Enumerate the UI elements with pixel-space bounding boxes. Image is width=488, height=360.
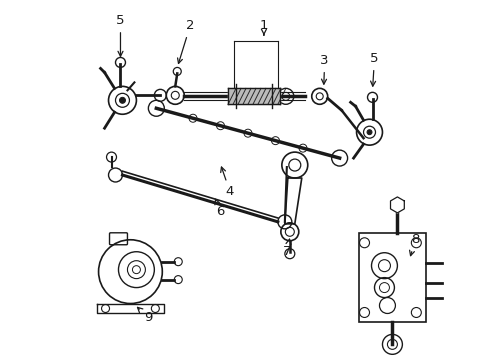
Text: 8: 8	[409, 233, 419, 256]
Text: 1: 1	[259, 19, 267, 35]
Text: 7: 7	[282, 239, 290, 258]
Polygon shape	[285, 178, 301, 224]
Text: 2: 2	[177, 19, 194, 63]
Text: 9: 9	[137, 307, 152, 324]
Text: 5: 5	[116, 14, 124, 56]
Text: 5: 5	[369, 52, 378, 86]
Circle shape	[366, 130, 371, 135]
Polygon shape	[390, 197, 404, 213]
Text: 4: 4	[220, 167, 234, 198]
Text: 3: 3	[320, 54, 328, 84]
Polygon shape	[96, 303, 164, 314]
Text: 6: 6	[214, 199, 224, 219]
Circle shape	[119, 97, 125, 103]
Bar	[358, 233, 426, 323]
